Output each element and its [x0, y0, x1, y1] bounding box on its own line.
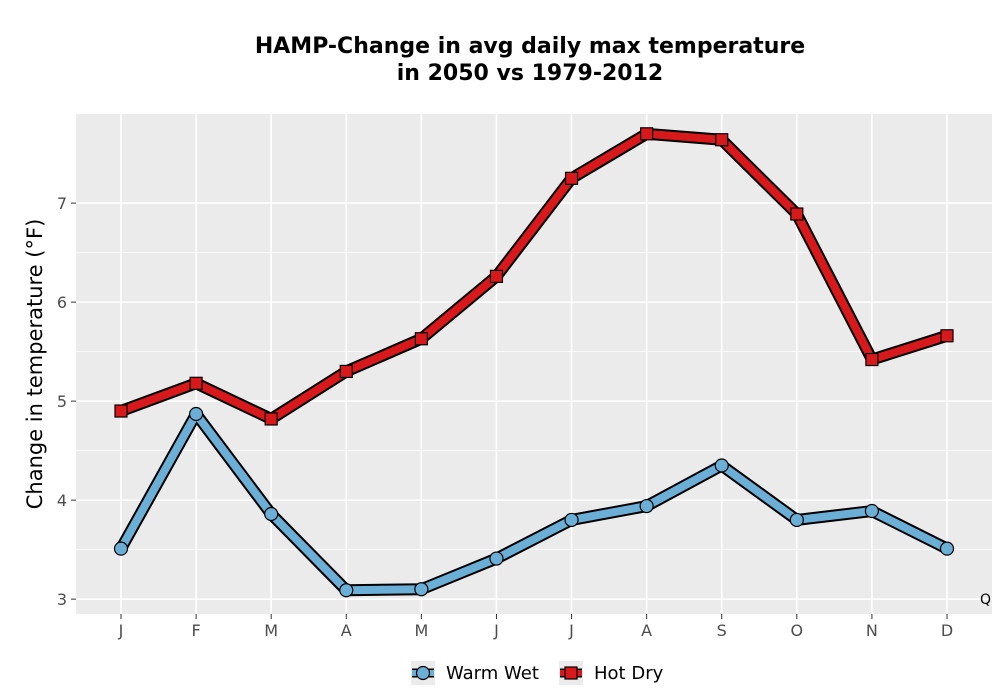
data-point [865, 352, 879, 367]
data-point [339, 583, 354, 598]
x-tick-label: O [791, 621, 804, 640]
data-point [864, 503, 880, 519]
y-tick-label: 3 [57, 590, 67, 609]
data-point [715, 133, 729, 147]
data-point [414, 582, 429, 597]
data-point [489, 269, 504, 283]
data-point [639, 498, 654, 514]
series-line-warm-wet [117, 410, 951, 595]
data-point [113, 541, 129, 556]
x-tick-label: N [866, 621, 878, 640]
y-tick-label: 7 [57, 194, 67, 213]
data-point [414, 332, 428, 346]
data-point [264, 412, 278, 426]
x-tick-label: M [414, 621, 428, 640]
legend-key-marker [415, 665, 431, 681]
data-point [489, 551, 504, 566]
legend-label: Hot Dry [594, 663, 664, 684]
series-line-hot-dry [117, 129, 951, 423]
data-point [264, 506, 279, 522]
series-layer [113, 127, 955, 598]
x-tick-label: J [493, 621, 499, 640]
data-point [114, 404, 128, 418]
legend-label: Warm Wet [446, 663, 539, 684]
data-point [790, 207, 804, 221]
data-point [339, 364, 353, 379]
x-tick-label: J [118, 621, 124, 640]
y-axis-title: Change in temperature (°F) [23, 219, 47, 510]
y-tick-label: 5 [57, 392, 67, 411]
grid-lines [76, 114, 992, 614]
x-tick-label: F [191, 621, 200, 640]
data-point [789, 512, 804, 528]
data-point [714, 458, 729, 473]
x-tick-label: A [641, 621, 652, 640]
y-tick-label: 4 [57, 491, 67, 510]
axis-layer: 3 4 5 6 7 J F M A M J J A S O N D [57, 194, 953, 640]
x-tick-label: J [568, 621, 574, 640]
data-point [939, 541, 955, 556]
data-point [940, 329, 954, 343]
corner-mark: Q [980, 592, 991, 608]
plot-panel [76, 114, 992, 614]
y-tick-label: 6 [57, 293, 67, 312]
legend-key-marker [564, 666, 578, 680]
x-tick-label: A [341, 621, 352, 640]
chart-title-line-1: HAMP-Change in avg daily max temperature [255, 34, 805, 59]
x-tick-label: M [264, 621, 278, 640]
x-tick-label: D [941, 621, 953, 640]
legend: Warm Wet Hot Dry [411, 661, 664, 685]
data-point [564, 512, 579, 528]
data-point [640, 127, 654, 141]
chart-title-line-2: in 2050 vs 1979-2012 [397, 61, 663, 86]
data-point [189, 376, 203, 390]
x-tick-label: S [717, 621, 727, 640]
data-point [188, 406, 204, 422]
data-point [564, 171, 579, 185]
